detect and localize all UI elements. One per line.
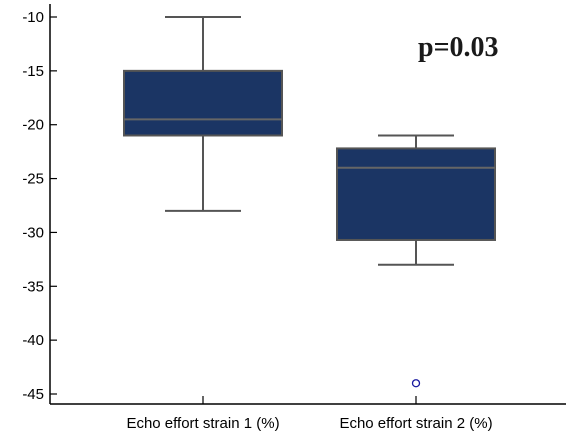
x-category-label: Echo effort strain 1 (%) [126,415,279,432]
x-category-label: Echo effort strain 2 (%) [339,415,492,432]
outlier-point [411,379,421,388]
y-tick-label: -25 [22,171,44,188]
y-tick-label: -20 [22,117,44,134]
y-tick-label: -15 [22,63,44,80]
y-tick-label: -35 [22,278,44,295]
y-axis-ticks: -10 -15 -20 -25 -30 -35 -40 -45 [22,9,57,403]
y-tick-label: -40 [22,332,44,349]
iqr-box [123,69,283,137]
p-value-annotation: p=0.03 [418,32,499,63]
iqr-box [336,147,496,241]
y-tick-label: -10 [22,9,44,26]
box-1 [123,16,283,212]
y-tick-label: -30 [22,224,44,241]
x-axis-labels: Echo effort strain 1 (%) Echo effort stra… [126,396,493,432]
boxes [123,16,496,388]
box-2 [336,134,496,388]
y-tick-label: -45 [22,386,44,403]
